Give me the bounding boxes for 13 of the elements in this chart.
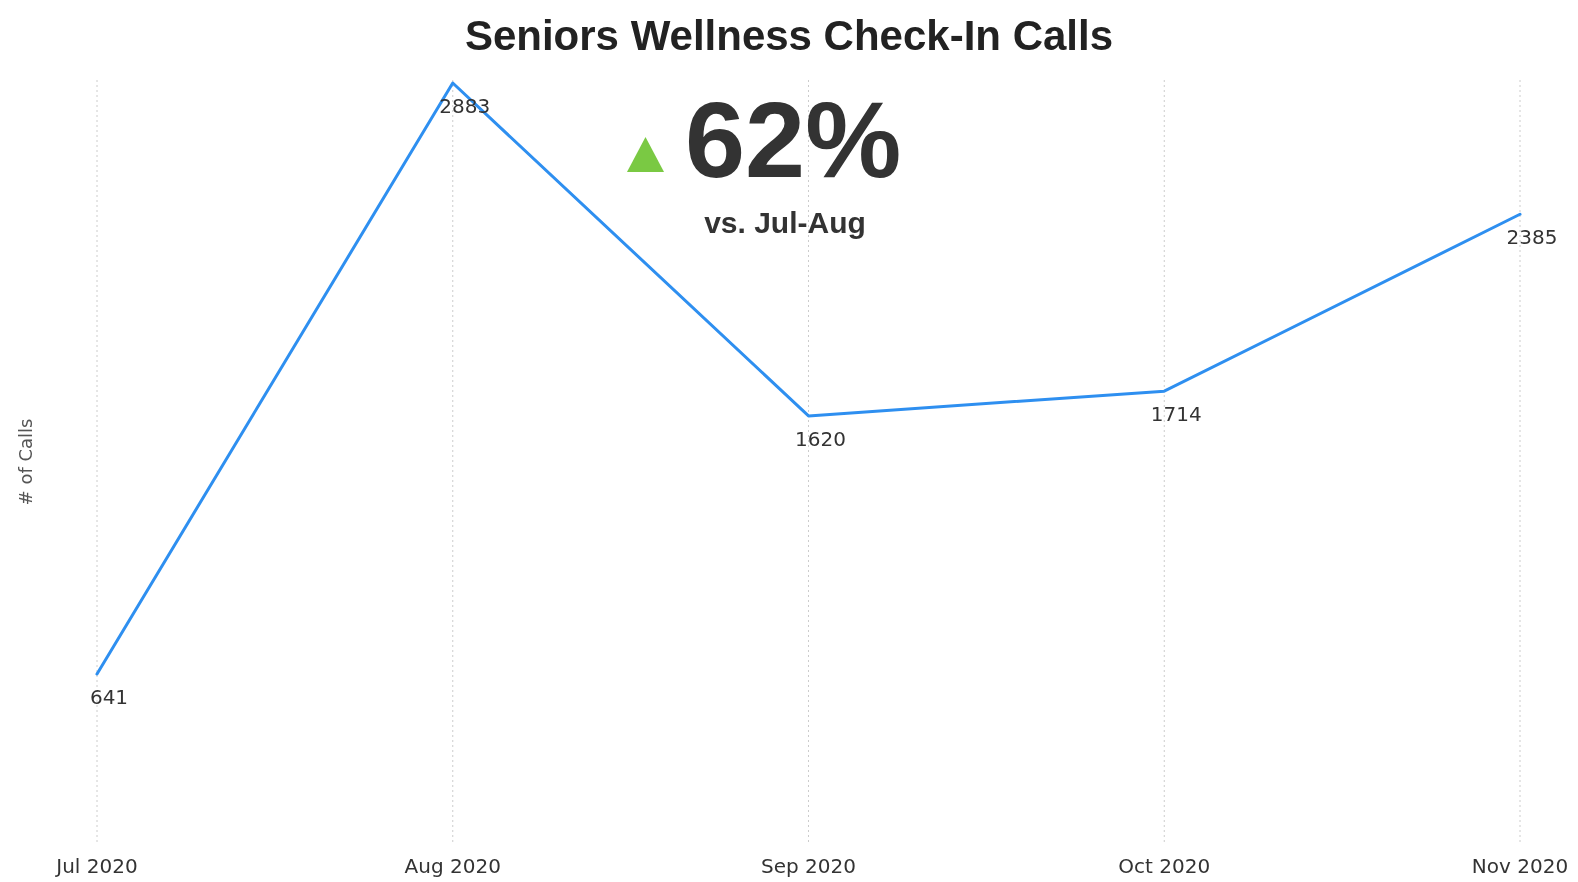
annotation: vs. Jul-Aug <box>704 206 866 239</box>
x-tick-label: Jul 2020 <box>54 854 138 878</box>
x-tick-label: Sep 2020 <box>761 854 856 878</box>
chart-title: Seniors Wellness Check-In Calls <box>464 12 1114 59</box>
data-label: 641 <box>89 685 129 710</box>
data-label: 2385 <box>1506 225 1558 250</box>
data-label: 1714 <box>1150 402 1202 427</box>
y-axis-title: # of Calls <box>15 418 36 506</box>
annotation: 62% <box>685 79 902 200</box>
x-tick-label: Nov 2020 <box>1471 854 1569 878</box>
x-tick-label: Aug 2020 <box>404 854 501 878</box>
x-tick-label: Oct 2020 <box>1118 854 1211 878</box>
data-label: 1620 <box>795 426 846 451</box>
